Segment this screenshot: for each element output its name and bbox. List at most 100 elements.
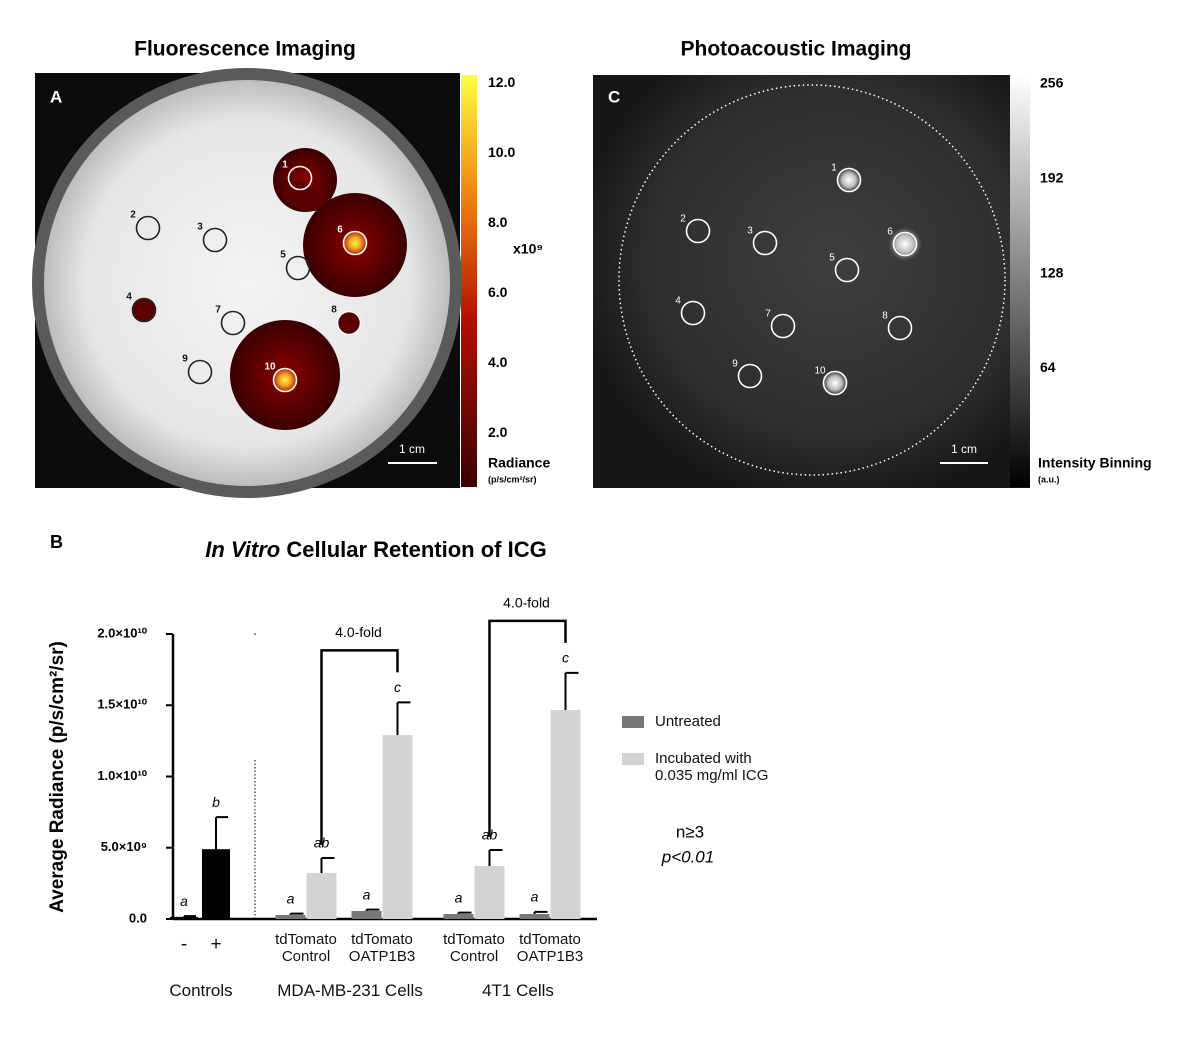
colorbar-tick-label: 12.0 xyxy=(488,74,515,90)
roi-label: 2 xyxy=(680,214,686,225)
roi-label: 6 xyxy=(337,225,343,236)
error-bar xyxy=(289,912,304,916)
chart-title-text: Cellular Retention of ICG xyxy=(286,537,546,562)
error-bar xyxy=(183,915,196,918)
bar xyxy=(382,735,413,919)
panel-label: B xyxy=(50,532,63,552)
y-tick-label: 0.0 xyxy=(129,910,147,925)
colorbar-tick-label: 256 xyxy=(1040,75,1064,91)
significance-letter: c xyxy=(562,650,569,666)
roi-label: 7 xyxy=(765,309,771,320)
significance-letter: c xyxy=(394,679,401,695)
legend-label: Untreated xyxy=(655,713,721,730)
comparison-bracket xyxy=(488,619,567,838)
bar xyxy=(474,865,505,919)
roi-circle xyxy=(287,165,313,191)
roi-label: 9 xyxy=(732,359,738,370)
error-bar xyxy=(365,908,380,912)
panel-label: C xyxy=(608,87,620,106)
roi-circle xyxy=(822,370,848,396)
roi-label: 10 xyxy=(814,366,826,377)
roi-circle xyxy=(202,227,228,253)
group-label: Controls xyxy=(169,981,233,1000)
x-tick-label: tdTomato OATP1B3 xyxy=(516,931,584,965)
roi-label: 5 xyxy=(280,250,286,261)
scale-bar-label: 1 cm xyxy=(399,442,425,456)
colorbar xyxy=(1010,75,1030,487)
roi-circle xyxy=(685,218,711,244)
roi-circle xyxy=(680,300,706,326)
y-tick-label: 2.0×10¹⁰ xyxy=(97,625,147,640)
roi-circle xyxy=(131,297,157,323)
colorbar-unit: (p/s/cm²/sr) xyxy=(488,474,537,484)
comparison-label: 4.0-fold xyxy=(503,595,550,611)
note: n≥3 xyxy=(676,822,704,841)
roi-circle xyxy=(135,215,161,241)
significance-letter: a xyxy=(363,886,371,902)
roi-label: 8 xyxy=(331,305,337,316)
bar xyxy=(202,849,230,919)
roi-label: 4 xyxy=(675,296,681,307)
roi-circle xyxy=(737,363,763,389)
error-bar xyxy=(320,857,335,873)
roi-circle xyxy=(285,255,311,281)
bar xyxy=(550,709,581,919)
error-bar xyxy=(488,849,503,866)
hot-spot xyxy=(343,231,367,255)
colorbar-multiplier: x10⁹ xyxy=(513,241,543,257)
colorbar-tick-label: 10.0 xyxy=(488,144,515,160)
roi-label: 3 xyxy=(747,226,753,237)
roi-label: 9 xyxy=(182,354,188,365)
bar xyxy=(443,914,474,919)
panel-title: Fluorescence Imaging xyxy=(134,38,356,61)
roi-circle xyxy=(336,310,362,336)
bar xyxy=(275,915,306,919)
scale-bar-label: 1 cm xyxy=(951,442,977,456)
x-tick-label: - xyxy=(180,934,188,955)
roi-label: 5 xyxy=(829,253,835,264)
image-background xyxy=(593,75,1030,488)
x-tick-label: tdTomato Control xyxy=(275,931,337,965)
y-tick-label: 5.0×10⁹ xyxy=(101,839,147,854)
bar xyxy=(519,914,550,919)
group-separator xyxy=(254,633,256,635)
legend-swatch xyxy=(622,753,644,765)
x-tick-label: tdTomato OATP1B3 xyxy=(348,931,416,965)
x-tick-label: + xyxy=(210,934,222,955)
colorbar xyxy=(461,75,477,487)
roi-label: 6 xyxy=(887,227,893,238)
error-bar xyxy=(457,911,472,915)
group-label: 4T1 Cells xyxy=(482,981,554,1000)
photoacoustic-image xyxy=(593,75,1030,488)
comparison-label: 4.0-fold xyxy=(335,624,382,640)
panel-title: Photoacoustic Imaging xyxy=(680,38,911,61)
roi-circle xyxy=(342,230,368,256)
colorbar-title: Radiance xyxy=(488,455,550,471)
roi-label: 2 xyxy=(130,210,136,221)
roi-label: 1 xyxy=(282,160,288,171)
signal-spot xyxy=(133,299,155,321)
x-tick-label: tdTomato Control xyxy=(443,931,505,965)
roi-label: 3 xyxy=(197,222,203,233)
y-axis-label: Average Radiance (p/s/cm²/sr) xyxy=(47,641,68,913)
roi-label: 8 xyxy=(882,311,888,322)
group-label: MDA-MB-231 Cells xyxy=(277,981,423,1000)
error-bar xyxy=(564,671,579,710)
error-bar xyxy=(215,816,228,850)
significance-letter: a xyxy=(287,890,295,906)
hot-spot xyxy=(273,368,297,392)
hot-spot xyxy=(887,226,923,262)
hot-spot xyxy=(835,166,863,194)
roi-circle xyxy=(834,257,860,283)
signal-spot xyxy=(338,312,360,334)
roi-label: 10 xyxy=(264,362,276,373)
dish-outline xyxy=(618,84,1006,476)
roi-label: 1 xyxy=(831,163,837,174)
significance-letter: b xyxy=(212,794,220,810)
chart-title: In Vitro Cellular Retention of ICG xyxy=(205,537,546,562)
comparison-bracket xyxy=(320,649,399,846)
colorbar-unit: (a.u.) xyxy=(1038,474,1060,484)
significance-letter: a xyxy=(455,889,463,905)
